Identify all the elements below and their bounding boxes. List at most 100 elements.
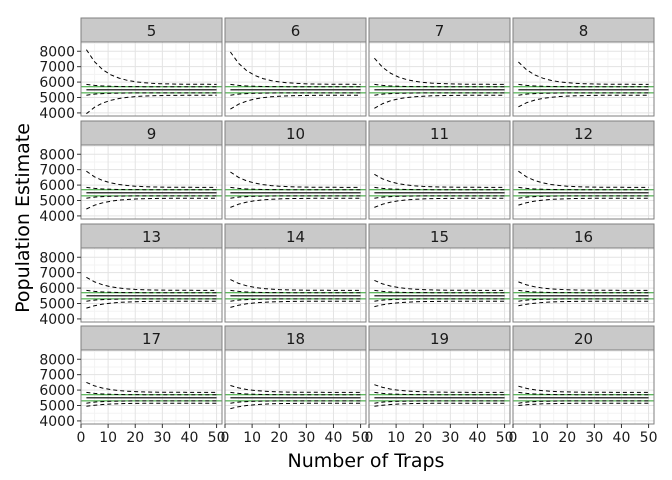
- x-tick-label: 0: [365, 430, 374, 446]
- series-inner-lower: [230, 400, 361, 404]
- x-tick-label: 30: [441, 430, 459, 446]
- series-upper-bound: [374, 384, 505, 393]
- plot-background: [225, 145, 366, 219]
- y-tick-label: 5000: [39, 91, 75, 107]
- facet-strip: [512, 223, 655, 249]
- facet-strip-label: 12: [574, 125, 593, 143]
- plot-background: [81, 42, 222, 116]
- x-axis-title: Number of Traps: [288, 450, 445, 472]
- series-lower-bound: [374, 300, 505, 308]
- y-tick-label: 5000: [39, 399, 75, 415]
- series-upper-bound: [374, 279, 505, 291]
- series-upper-bound: [518, 385, 649, 393]
- x-tick-label: 30: [297, 430, 315, 446]
- panel-border: [224, 349, 367, 425]
- panel-border: [512, 41, 655, 117]
- series-inner-upper: [230, 83, 361, 88]
- series-inner-upper: [86, 186, 217, 191]
- y-tick-label: 6000: [39, 281, 75, 297]
- series-inner-lower: [374, 92, 505, 96]
- series-inner-upper: [518, 391, 649, 396]
- panel-border: [224, 247, 367, 323]
- x-tick-label: 20: [558, 430, 576, 446]
- x-tick-label: 40: [325, 430, 343, 446]
- x-tick-label: 10: [99, 430, 117, 446]
- series-inner-lower: [518, 195, 649, 199]
- x-tick-label: 40: [613, 430, 631, 446]
- series-lower-bound: [86, 300, 217, 309]
- facet-panel: 7: [368, 17, 511, 117]
- x-tick-label: 50: [496, 430, 514, 446]
- y-tick-label: 7000: [39, 266, 75, 282]
- facet-panel: 18 0 10 20 30 40 50: [221, 325, 370, 446]
- facet-panel: 6: [224, 17, 367, 117]
- y-tick-label: 6000: [39, 383, 75, 399]
- facet-strip: [80, 223, 223, 249]
- facet-strip: [368, 17, 511, 43]
- series-inner-upper: [86, 83, 217, 88]
- x-tick-label: 50: [352, 430, 370, 446]
- series-inner-lower: [374, 298, 505, 302]
- series-inner-lower: [518, 92, 649, 96]
- series-lower-bound: [86, 402, 217, 407]
- series-upper-bound: [86, 170, 217, 188]
- facet-strip-label: 20: [574, 330, 593, 348]
- panel-border: [224, 41, 367, 117]
- series-inner-lower: [230, 92, 361, 96]
- y-axis-title: Population Estimate: [12, 123, 34, 313]
- panel-border: [512, 349, 655, 425]
- plot-background: [513, 350, 654, 424]
- facet-panel: 11: [368, 120, 511, 220]
- facet-strip: [368, 223, 511, 249]
- series-lower-bound: [374, 197, 505, 208]
- series-lower-bound: [518, 197, 649, 206]
- series-inner-lower: [230, 195, 361, 199]
- series-inner-upper: [518, 186, 649, 191]
- facet-panel: 16: [512, 223, 655, 323]
- facet-strip-label: 17: [142, 330, 161, 348]
- x-tick-label: 10: [243, 430, 261, 446]
- y-tick-label: 4000: [39, 414, 75, 430]
- series-inner-upper: [518, 289, 649, 294]
- series-inner-upper: [374, 186, 505, 191]
- facet-strip-label: 7: [435, 22, 445, 40]
- panel-border: [80, 41, 223, 117]
- series-inner-upper: [86, 391, 217, 396]
- x-tick-label: 30: [585, 430, 603, 446]
- series-inner-lower: [518, 400, 649, 404]
- facet-strip-label: 10: [286, 125, 305, 143]
- panel-border: [80, 144, 223, 220]
- facet-strip-label: 8: [579, 22, 589, 40]
- facet-strip: [512, 120, 655, 146]
- facet-strip: [512, 17, 655, 43]
- x-tick-label: 20: [414, 430, 432, 446]
- series-lower-bound: [518, 402, 649, 406]
- y-tick-label: 4000: [39, 312, 75, 328]
- series-upper-bound: [230, 279, 361, 291]
- plot-background: [369, 248, 510, 322]
- series-inner-upper: [374, 289, 505, 294]
- series-lower-bound: [86, 94, 217, 115]
- y-tick-label: 5000: [39, 194, 75, 210]
- y-tick-label: 8000: [39, 44, 75, 60]
- series-upper-bound: [518, 170, 649, 188]
- panel-border: [368, 247, 511, 323]
- panel-border: [512, 247, 655, 323]
- series-upper-bound: [518, 61, 649, 85]
- series-upper-bound: [85, 49, 217, 85]
- series-inner-upper: [374, 83, 505, 88]
- series-lower-bound: [518, 94, 649, 108]
- y-tick-label: 4000: [39, 106, 75, 122]
- x-tick-label: 30: [153, 430, 171, 446]
- series-inner-lower: [374, 195, 505, 199]
- facet-panel: 19 0 10 20 30 40 50: [365, 325, 514, 446]
- series-upper-bound: [374, 173, 505, 188]
- x-tick-label: 0: [221, 430, 230, 446]
- facet-strip: [80, 120, 223, 146]
- series-inner-lower: [86, 195, 217, 199]
- series-inner-lower: [86, 92, 217, 96]
- panel-border: [512, 144, 655, 220]
